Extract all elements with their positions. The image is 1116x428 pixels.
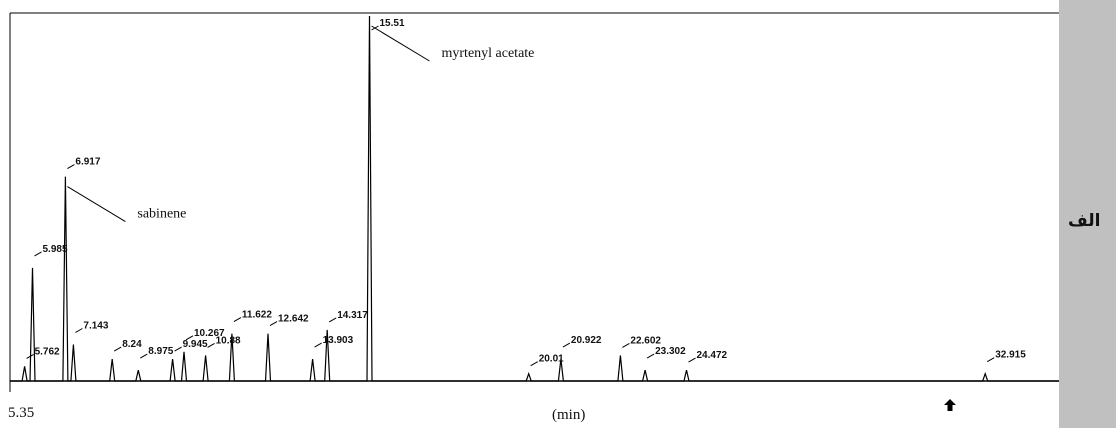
- peak-leader: [688, 357, 696, 363]
- peak-label: 10.88: [216, 335, 241, 346]
- peak-label: 7.143: [83, 321, 108, 332]
- peak-label: 14.317: [337, 310, 368, 321]
- compound-annotation: sabinene: [137, 207, 186, 222]
- peak-label: 22.602: [630, 335, 661, 346]
- peak-label: 11.622: [242, 310, 272, 321]
- peak-leader: [269, 321, 278, 327]
- side-panel: [1059, 0, 1116, 428]
- peak-label: 5.762: [35, 346, 60, 357]
- peak-leader: [67, 164, 75, 170]
- peak-leader: [113, 346, 122, 352]
- peak-label: 6.917: [75, 157, 100, 168]
- panel-label: الف: [1068, 211, 1100, 231]
- annotations: sabinene myrtenyl acetate: [67, 25, 535, 223]
- peak-leader: [185, 335, 194, 341]
- peak-leader: [174, 346, 182, 352]
- peak-leader: [328, 317, 337, 323]
- peak-leader: [646, 353, 655, 359]
- peak-label: 20.01: [539, 354, 564, 365]
- peak-leader: [207, 342, 215, 348]
- peak-label: 10.267: [194, 328, 225, 339]
- peak-label: 8.24: [122, 339, 142, 350]
- peak-leader: [34, 251, 42, 257]
- peak-leader: [562, 342, 571, 348]
- peak-label: 24.472: [697, 350, 728, 361]
- peak-leader: [622, 342, 630, 348]
- peak-leader: [75, 328, 83, 333]
- peak-label: 8.975: [148, 346, 173, 357]
- chromatogram-trace: [10, 15, 1059, 382]
- x-start-label: 5.35: [8, 405, 34, 421]
- up-arrow-icon: [944, 399, 956, 411]
- peak-labels: 5.762 5.985 6.917 7.143 8.24 8.975 9.94510.267…: [26, 18, 1026, 367]
- peak-label: 9.945: [183, 339, 208, 350]
- annotation-leader: [67, 186, 126, 223]
- compound-annotation: myrtenyl acetate: [442, 46, 535, 61]
- peak-label: 15.51: [380, 18, 405, 29]
- peak-leader: [530, 361, 538, 367]
- peak-label: 12.642: [278, 314, 309, 325]
- peak-leader: [26, 353, 34, 359]
- peak-label: 23.302: [655, 346, 686, 357]
- peak-label: 20.922: [571, 335, 602, 346]
- peak-leader: [314, 342, 322, 348]
- peak-leader: [986, 357, 995, 363]
- annotation-leader: [371, 25, 430, 62]
- peak-leader: [233, 317, 242, 323]
- x-unit-label: (min): [552, 407, 585, 423]
- peak-label: 32.915: [995, 350, 1026, 361]
- peak-label: 5.985: [43, 244, 68, 255]
- peak-leader: [140, 353, 148, 359]
- peak-label: 13.903: [323, 335, 354, 346]
